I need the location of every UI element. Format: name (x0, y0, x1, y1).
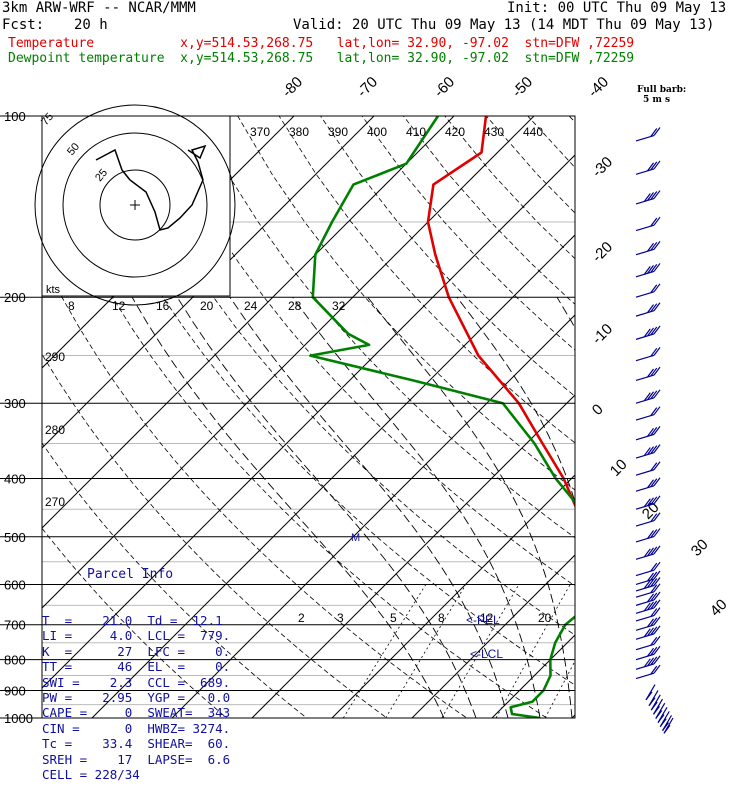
temp-tick--30: -30 (589, 153, 616, 180)
theta-label-370: 370 (250, 125, 270, 139)
dry-adiabat-410 (528, 116, 740, 731)
mixing-ratio-label-3: 3 (337, 611, 344, 625)
parcel-info-row: T = 21.0 Td = 12.1 (42, 613, 228, 628)
parcel-info-title: Parcel Info (42, 567, 228, 582)
pressure-label-800: 800 (4, 653, 26, 668)
dry-adiabat-350 (279, 116, 740, 731)
mixing-ratio-3 (386, 584, 466, 718)
moist-adiabat-28 (557, 297, 638, 718)
pressure-label-300: 300 (4, 396, 26, 411)
isotherm--20 (252, 116, 740, 718)
parcel-info-row: SREH = 17 LAPSE= 6.6 (42, 752, 228, 767)
theta-label-440: 440 (523, 125, 543, 139)
mixing-ratio-20 (610, 584, 677, 718)
parcel-info-row: Tc = 33.4 SHEAR= 60. (42, 736, 228, 751)
pressure-label-1000: 1000 (4, 711, 33, 726)
isotherm--30 (172, 116, 740, 718)
theta-label-390: 390 (328, 125, 348, 139)
theta-left-label-280: 280 (45, 423, 65, 437)
dry-adiabat-370 (362, 116, 740, 731)
parcel-info-row: K = 27 LFC = 0. (42, 644, 228, 659)
parcel-info-row: TT = 46 EL = 0. (42, 659, 228, 674)
temp-tick--80: -80 (279, 73, 306, 100)
hodograph-units: kts (46, 284, 61, 296)
isotherm-10 (492, 116, 740, 718)
dry-adiabat-320 (155, 116, 740, 731)
hodograph-speed-20: 20 (200, 299, 214, 313)
hodograph-speed-8: 8 (68, 299, 75, 313)
parcel-info-row: SWI = 2.3 CCL = 689. (42, 675, 228, 690)
pressure-label-600: 600 (4, 577, 26, 592)
parcel-info-row: PW = 2.95 YGP = 0.0 (42, 690, 228, 705)
temp-tick-20: 20 (639, 499, 663, 523)
theta-label-430: 430 (484, 125, 504, 139)
hodograph-speed-32: 32 (332, 299, 346, 313)
parcel-info-row: CIN = 0 HWBZ= 3274. (42, 721, 228, 736)
hodograph-speed-16: 16 (156, 299, 170, 313)
mixing-ratio-label-8: 8 (438, 611, 445, 625)
pressure-label-400: 400 (4, 471, 26, 486)
hodograph-speed-12: 12 (112, 299, 126, 313)
temp-tick-0: 0 (589, 401, 607, 419)
pressure-label-700: 700 (4, 618, 26, 633)
mixing-ratio-label-2: 2 (298, 611, 305, 625)
temp-tick--60: -60 (431, 73, 458, 100)
theta-left-label-270: 270 (45, 495, 65, 509)
temp-tick-10: 10 (607, 456, 631, 480)
mixing-ratio-label-20: 20 (538, 611, 552, 625)
theta-left-label-290: 290 (45, 350, 65, 364)
mixing-ratio-label-5: 5 (390, 611, 397, 625)
pressure-label-900: 900 (4, 683, 26, 698)
pressure-label-500: 500 (4, 530, 26, 545)
temp-tick--20: -20 (589, 238, 616, 265)
theta-label-420: 420 (445, 125, 465, 139)
parcel-info-row: CAPE = 0 SWEAT= 343 (42, 705, 228, 720)
temp-tick--40: -40 (585, 73, 612, 100)
annotation-pel: <-PEL (466, 613, 500, 627)
wind-barb-flag-880-0 (646, 692, 652, 700)
dry-adiabat-460 (735, 116, 740, 731)
hodograph-speed-28: 28 (288, 299, 302, 313)
temp-tick--50: -50 (509, 73, 536, 100)
temp-tick-30: 30 (688, 536, 712, 560)
hodograph-speed-24: 24 (244, 299, 258, 313)
mixing-ratio-12 (545, 584, 616, 718)
mixing-ratio-2 (343, 584, 426, 718)
theta-label-380: 380 (289, 125, 309, 139)
theta-label-410: 410 (406, 125, 426, 139)
dry-adiabat-450 (694, 116, 740, 731)
dry-adiabat-390 (445, 116, 740, 731)
isotherm-0 (412, 116, 740, 718)
annotation-mark: M (351, 532, 360, 544)
dry-adiabat-340 (238, 116, 740, 731)
dry-adiabat-400 (486, 116, 740, 731)
isotherm-40 (732, 116, 740, 718)
parcel-info-row: CELL = 228/34 (42, 767, 228, 782)
temp-tick--10: -10 (589, 320, 616, 347)
parcel-info-row: LI = 4.0 LCL = 779. (42, 628, 228, 643)
pressure-label-200: 200 (4, 290, 26, 305)
temp-tick-40: 40 (707, 596, 731, 620)
dry-adiabat-430 (611, 116, 740, 731)
dry-adiabat-420 (569, 116, 740, 731)
dewpoint-profile (310, 116, 601, 718)
pressure-label-100: 100 (4, 109, 26, 124)
dry-adiabat-440 (652, 116, 740, 731)
theta-label-400: 400 (367, 125, 387, 139)
moist-adiabat-12 (230, 297, 508, 718)
temp-tick--70: -70 (354, 73, 381, 100)
isotherm-30 (652, 116, 740, 718)
annotation-lcl: <-LCL (470, 647, 503, 661)
